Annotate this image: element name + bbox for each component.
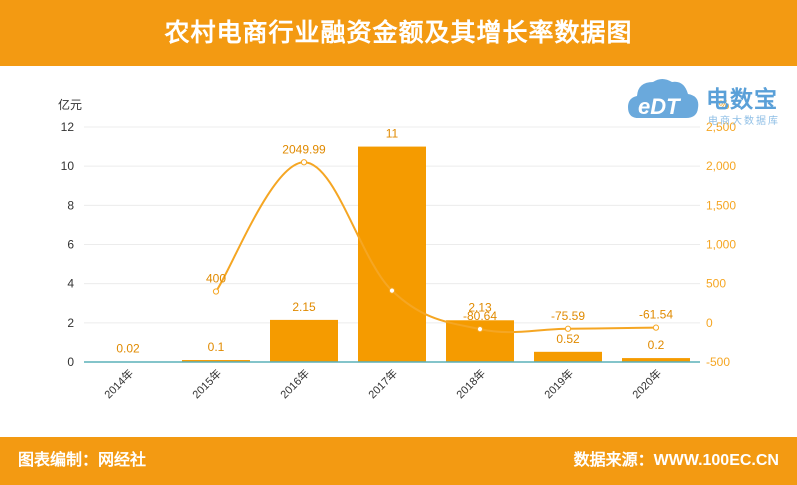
bar-value-label: 11 [386, 127, 399, 141]
y-tick-label: 12 [61, 120, 75, 134]
bar [270, 319, 338, 362]
growth-point [564, 325, 572, 332]
bar [622, 358, 690, 362]
y-axis-title: 亿元 [58, 97, 82, 112]
y-tick-label: 2 [67, 316, 74, 330]
bar [182, 360, 250, 362]
footer-credit: 图表编制：网经社 [18, 452, 147, 469]
page-title: 农村电商行业融资金额及其增长率数据图 [164, 19, 633, 47]
bar-value-label: 0.02 [116, 342, 140, 356]
growth-value-label: -75.59 [551, 309, 585, 323]
x-tick-label: 2014年 [101, 366, 136, 401]
logo-name: 电数宝 [706, 86, 778, 112]
bar-value-label: 0.52 [556, 332, 580, 346]
y-tick-label: 0 [67, 355, 74, 369]
bar-value-label: 2.13 [468, 300, 492, 314]
growth-line [215, 161, 657, 334]
bar [358, 146, 426, 362]
y-tick-label: 6 [67, 238, 74, 252]
growth-value-label: -80.64 [463, 309, 497, 323]
growth-point [388, 287, 396, 294]
header-bar: 农村电商行业融资金额及其增长率数据图 [0, 0, 797, 66]
x-tick-label: 2020年 [629, 366, 664, 401]
footer-source: 数据来源：WWW.100EC.CN [573, 452, 779, 469]
y2-tick-label: 1,500 [706, 198, 736, 212]
logo-subtitle: 电商大数据库 [708, 116, 780, 127]
growth-point [652, 324, 660, 331]
y2-axis-title: % [719, 98, 730, 112]
logo-badge: eDT [638, 94, 681, 119]
y2-tick-label: -500 [706, 355, 730, 369]
x-tick-label: 2017年 [365, 366, 400, 401]
chart: 0 2 4 6 8 10 12 -500 0 500 1,000 1,500 2,000 2,500 亿元%… [58, 97, 736, 401]
bar-value-label: 0.1 [208, 340, 225, 354]
growth-value-label: -61.54 [639, 308, 673, 322]
x-tick-label: 2018年 [453, 366, 488, 401]
x-tick-label: 2016年 [277, 366, 312, 401]
bar-value-label: 2.15 [292, 300, 316, 314]
x-tick-label: 2019年 [541, 366, 576, 401]
growth-point [300, 159, 308, 166]
y2-tick-label: 2,000 [706, 159, 736, 173]
y-tick-label: 10 [61, 159, 75, 173]
x-tick-label: 2015年 [189, 366, 224, 401]
y2-tick-label: 500 [706, 277, 726, 291]
bar [534, 351, 602, 362]
y2-tick-label: 1,000 [706, 238, 736, 252]
bar-value-label: 0.2 [648, 338, 665, 352]
growth-value-label: 400 [206, 272, 226, 286]
edt-logo-icon: eDT [628, 79, 699, 119]
y-tick-label: 4 [67, 277, 74, 291]
y-tick-label: 8 [67, 198, 74, 212]
growth-point [476, 326, 484, 333]
growth-value-label: 2049.99 [282, 142, 326, 156]
y2-tick-label: 0 [706, 316, 713, 330]
growth-point [212, 288, 220, 295]
y2-tick-label: 2,500 [706, 120, 736, 134]
footer-bar: 图表编制：网经社 数据来源：WWW.100EC.CN [0, 437, 797, 485]
